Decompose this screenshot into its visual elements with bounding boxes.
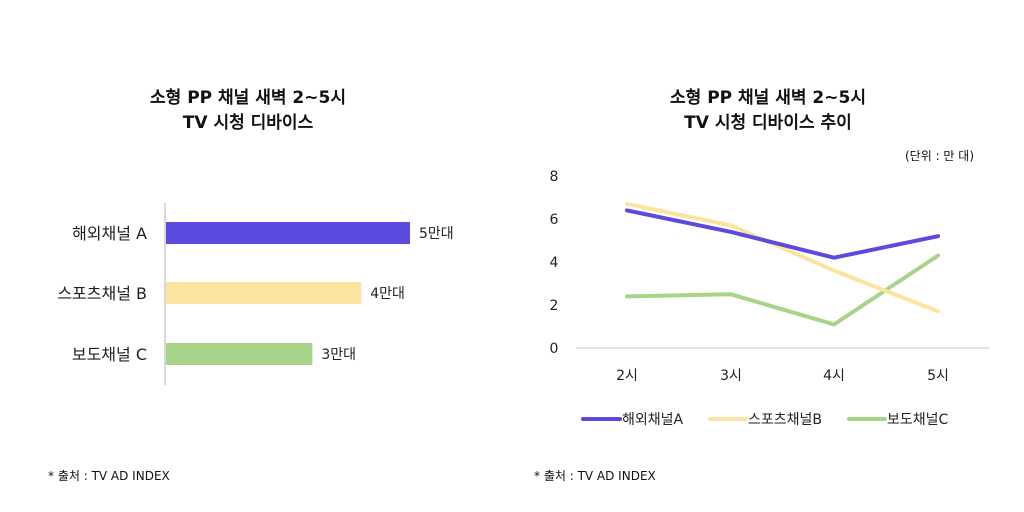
y-tick-label: 0 [550, 341, 559, 357]
left-chart-title: 소형 PP 채널 새벽 2~5시 TV 시청 디바이스 [98, 86, 398, 136]
x-tick-label: 5시 [927, 368, 949, 384]
x-tick-label: 2시 [616, 368, 638, 384]
bar-value-label: 5만대 [419, 226, 454, 242]
legend-label: 해외채널A [622, 412, 684, 428]
bar-category-label: 해외채널 A [72, 224, 147, 243]
bar-value-label: 3만대 [321, 347, 356, 363]
bar [166, 343, 313, 365]
x-tick-label: 3시 [720, 368, 742, 384]
series-line [625, 201, 940, 314]
series-line [625, 208, 940, 260]
left-title-line1: 소형 PP 채널 새벽 2~5시 [150, 88, 346, 108]
bar-category-label: 스포츠채널 B [57, 284, 147, 303]
unit-label: (단위 : 만 대) [905, 149, 975, 163]
right-title-line2: TV 시청 디바이스 추이 [684, 113, 852, 133]
right-source-note: * 출처 : TV AD INDEX [534, 469, 656, 483]
legend-label: 스포츠채널B [748, 412, 822, 428]
y-tick-label: 4 [550, 255, 559, 271]
left-source-note: * 출처 : TV AD INDEX [48, 469, 170, 483]
y-tick-label: 6 [550, 212, 559, 228]
series-line [625, 253, 940, 327]
bar-value-label: 4만대 [370, 286, 405, 302]
y-tick-label: 8 [550, 169, 559, 185]
bar-category-label: 보도채널 C [72, 345, 147, 364]
right-title-line1: 소형 PP 채널 새벽 2~5시 [670, 88, 866, 108]
left-title-line2: TV 시청 디바이스 [182, 113, 314, 133]
bar [166, 222, 410, 244]
bar [166, 282, 362, 304]
right-chart-title: 소형 PP 채널 새벽 2~5시 TV 시청 디바이스 추이 [608, 86, 928, 136]
legend-label: 보도채널C [887, 412, 949, 428]
x-tick-label: 4시 [823, 368, 845, 384]
y-tick-label: 2 [550, 298, 559, 314]
